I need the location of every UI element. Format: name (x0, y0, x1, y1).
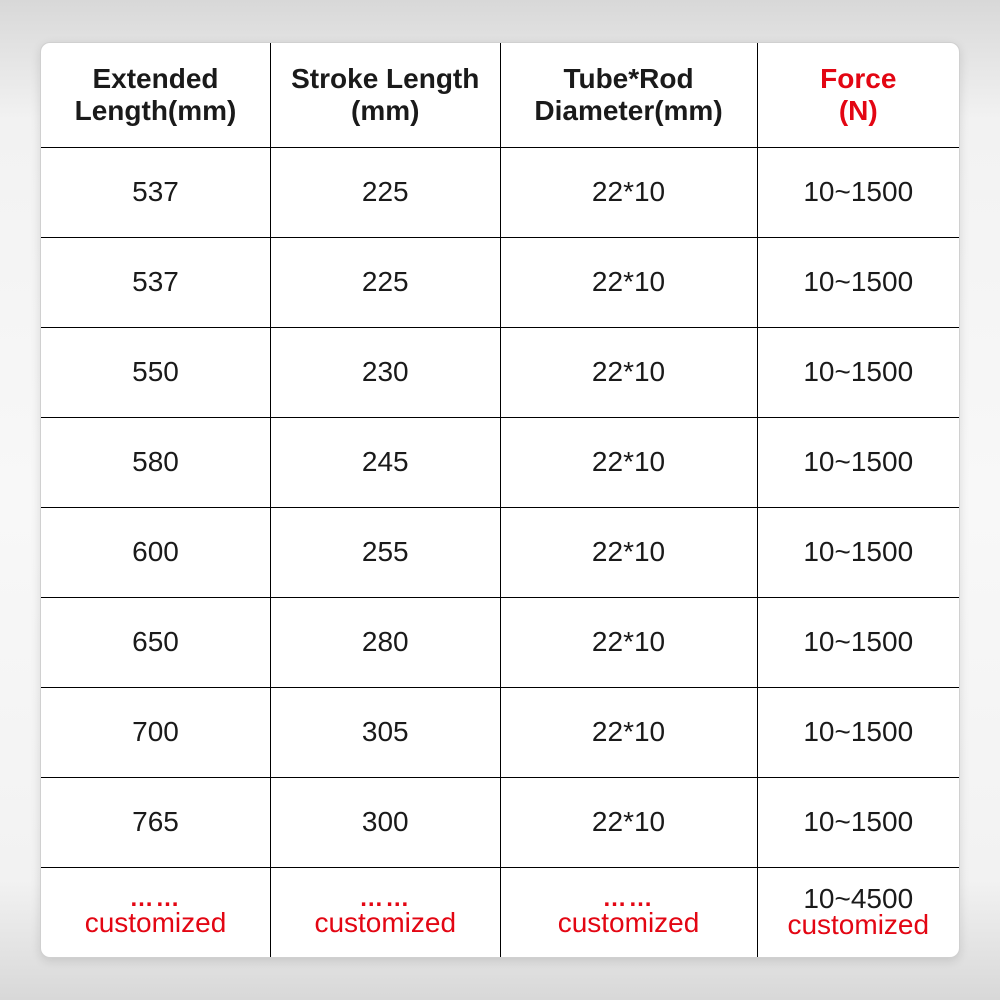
header-line2: Diameter(mm) (534, 95, 722, 126)
table-body: 537 225 22*10 10~1500 537 225 22*10 10~1… (41, 147, 959, 957)
cell-force-customized: 10~4500 customized (757, 867, 959, 957)
cell-extended-length: 537 (41, 147, 271, 237)
spec-table-card: Extended Length(mm) Stroke Length (mm) T… (40, 42, 960, 958)
cell-extended-length: 765 (41, 777, 271, 867)
cell-extended-length: 580 (41, 417, 271, 507)
spec-table: Extended Length(mm) Stroke Length (mm) T… (41, 43, 959, 957)
customized-label: customized (277, 909, 494, 937)
cell-customized: …… customized (500, 867, 757, 957)
cell-extended-length: 650 (41, 597, 271, 687)
table-row: 700 305 22*10 10~1500 (41, 687, 959, 777)
customized-label: customized (47, 909, 264, 937)
cell-extended-length: 537 (41, 237, 271, 327)
header-row: Extended Length(mm) Stroke Length (mm) T… (41, 43, 959, 147)
cell-force: 10~1500 (757, 147, 959, 237)
header-line2: (N) (839, 95, 878, 126)
cell-force: 10~1500 (757, 777, 959, 867)
table-row: 765 300 22*10 10~1500 (41, 777, 959, 867)
cell-tube-rod: 22*10 (500, 237, 757, 327)
table-row: 537 225 22*10 10~1500 (41, 237, 959, 327)
table-row: 550 230 22*10 10~1500 (41, 327, 959, 417)
cell-tube-rod: 22*10 (500, 687, 757, 777)
cell-stroke-length: 225 (271, 237, 501, 327)
col-header-tube-rod-diameter: Tube*Rod Diameter(mm) (500, 43, 757, 147)
cell-stroke-length: 245 (271, 417, 501, 507)
header-line1: Tube*Rod (563, 63, 693, 94)
header-line1: Stroke Length (291, 63, 479, 94)
col-header-extended-length: Extended Length(mm) (41, 43, 271, 147)
cell-force: 10~1500 (757, 507, 959, 597)
cell-extended-length: 600 (41, 507, 271, 597)
cell-customized: …… customized (271, 867, 501, 957)
cell-force: 10~1500 (757, 687, 959, 777)
cell-force: 10~1500 (757, 237, 959, 327)
cell-tube-rod: 22*10 (500, 417, 757, 507)
cell-tube-rod: 22*10 (500, 597, 757, 687)
table-row-customized: …… customized …… customized …… customize… (41, 867, 959, 957)
col-header-stroke-length: Stroke Length (mm) (271, 43, 501, 147)
cell-tube-rod: 22*10 (500, 147, 757, 237)
col-header-force: Force (N) (757, 43, 959, 147)
cell-force: 10~1500 (757, 417, 959, 507)
cell-force: 10~1500 (757, 597, 959, 687)
cell-customized: …… customized (41, 867, 271, 957)
header-line2: (mm) (351, 95, 419, 126)
cell-extended-length: 700 (41, 687, 271, 777)
cell-stroke-length: 255 (271, 507, 501, 597)
cell-force: 10~1500 (757, 327, 959, 417)
cell-stroke-length: 300 (271, 777, 501, 867)
header-line1: Force (820, 63, 896, 94)
customized-label: customized (507, 909, 751, 937)
header-line2: Length(mm) (75, 95, 237, 126)
header-line1: Extended (92, 63, 218, 94)
cell-stroke-length: 280 (271, 597, 501, 687)
cell-stroke-length: 225 (271, 147, 501, 237)
table-row: 600 255 22*10 10~1500 (41, 507, 959, 597)
cell-tube-rod: 22*10 (500, 507, 757, 597)
table-row: 537 225 22*10 10~1500 (41, 147, 959, 237)
table-row: 650 280 22*10 10~1500 (41, 597, 959, 687)
cell-extended-length: 550 (41, 327, 271, 417)
cell-stroke-length: 305 (271, 687, 501, 777)
cell-tube-rod: 22*10 (500, 777, 757, 867)
customized-label: customized (764, 911, 953, 939)
cell-tube-rod: 22*10 (500, 327, 757, 417)
table-row: 580 245 22*10 10~1500 (41, 417, 959, 507)
cell-stroke-length: 230 (271, 327, 501, 417)
